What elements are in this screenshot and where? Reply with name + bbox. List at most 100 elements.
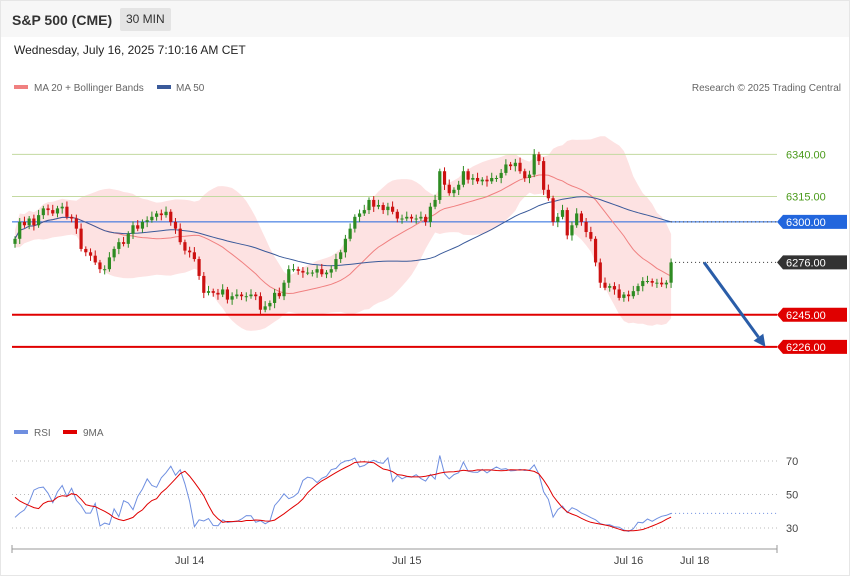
candle <box>509 161 513 171</box>
candle <box>631 285 635 299</box>
candle-body <box>645 281 650 283</box>
candle <box>136 220 140 232</box>
research-credit: Research © 2025 Trading Central <box>692 83 841 94</box>
candle-body <box>282 282 286 297</box>
forecast-arrow <box>702 261 766 347</box>
candle-body <box>136 225 140 229</box>
candle <box>230 292 234 305</box>
candle <box>461 165 465 188</box>
candle <box>570 221 574 241</box>
candle-body <box>560 210 565 217</box>
candle <box>202 272 206 299</box>
candle <box>353 214 357 233</box>
candle-body <box>353 216 357 229</box>
candle <box>466 168 470 184</box>
candle-body <box>376 205 381 207</box>
ma20-legend-label: MA 20 + Bollinger Bands <box>34 83 144 94</box>
candle <box>98 259 102 274</box>
candle <box>641 277 645 292</box>
header-bar: S&P 500 (CME) 30 MIN <box>1 1 849 37</box>
candle <box>225 286 229 304</box>
candle <box>282 280 286 301</box>
candle <box>414 214 418 224</box>
candle-body <box>301 270 305 273</box>
rsi-legend-label: RSI <box>34 428 51 439</box>
x-tick-label: Jul 18 <box>680 555 709 567</box>
candle <box>457 180 461 196</box>
candle <box>254 291 258 301</box>
candle <box>145 216 149 228</box>
candle-body <box>46 208 50 211</box>
candle <box>485 175 489 187</box>
rsi-ma-legend-swatch <box>63 430 77 434</box>
candles <box>13 149 673 315</box>
candle <box>381 202 385 214</box>
candle-body <box>79 228 83 249</box>
candle <box>537 151 541 165</box>
candle <box>18 218 22 245</box>
candle <box>367 197 371 214</box>
candle <box>650 278 654 287</box>
candle <box>532 149 536 178</box>
rsi-panel: 70 50 30 <box>12 455 798 535</box>
candle <box>546 184 550 201</box>
candle-body <box>433 199 437 207</box>
candle <box>598 258 602 288</box>
candle-body <box>202 275 206 293</box>
candle-body <box>612 286 617 290</box>
candle-body <box>457 184 461 190</box>
candle <box>376 199 381 210</box>
candle <box>173 218 178 234</box>
candle-body <box>159 213 163 216</box>
candle <box>159 209 163 221</box>
candle-body <box>107 257 111 270</box>
candle <box>65 201 69 220</box>
candle <box>268 300 272 311</box>
candle <box>46 204 50 216</box>
candle <box>438 168 442 204</box>
candle-body <box>27 218 31 226</box>
candle-body <box>565 210 569 236</box>
candle <box>235 289 239 299</box>
candle-body <box>13 238 17 244</box>
candle-body <box>206 291 211 293</box>
candle-body <box>532 154 536 175</box>
candle-body <box>551 198 555 222</box>
candle <box>593 236 598 267</box>
ma50-line <box>14 196 672 267</box>
level-label-6245.00: 6245.00 <box>786 310 826 322</box>
candle <box>22 216 27 228</box>
candle <box>211 288 215 297</box>
candle <box>419 211 423 222</box>
candle-body <box>650 281 654 283</box>
candle <box>636 283 640 296</box>
rsi-ma-legend-label: 9MA <box>83 428 104 439</box>
candle <box>277 287 281 299</box>
candle-body <box>513 162 517 167</box>
timeframe-button[interactable]: 30 MIN <box>120 8 171 31</box>
candle <box>27 215 31 230</box>
candle <box>343 234 347 258</box>
level-badge-6245.00 <box>777 307 847 322</box>
candle <box>74 214 78 234</box>
candle-body <box>178 228 182 243</box>
candle <box>155 210 159 221</box>
candle-body <box>324 272 329 275</box>
candle-body <box>244 296 248 298</box>
candle <box>79 223 83 252</box>
candle <box>372 196 376 212</box>
x-axis: Jul 14 Jul 15 Jul 16 Jul 18 <box>11 545 778 567</box>
candle <box>452 187 456 198</box>
candle-body <box>291 269 296 271</box>
candle <box>499 169 503 184</box>
candle-body <box>617 289 621 298</box>
ma20-line <box>14 174 672 295</box>
candle <box>471 174 475 185</box>
candle-body <box>367 199 371 211</box>
candle-body <box>447 184 451 194</box>
candle <box>178 223 182 245</box>
candle-body <box>622 294 626 298</box>
candle-body <box>598 262 602 283</box>
candle-body <box>239 294 244 297</box>
